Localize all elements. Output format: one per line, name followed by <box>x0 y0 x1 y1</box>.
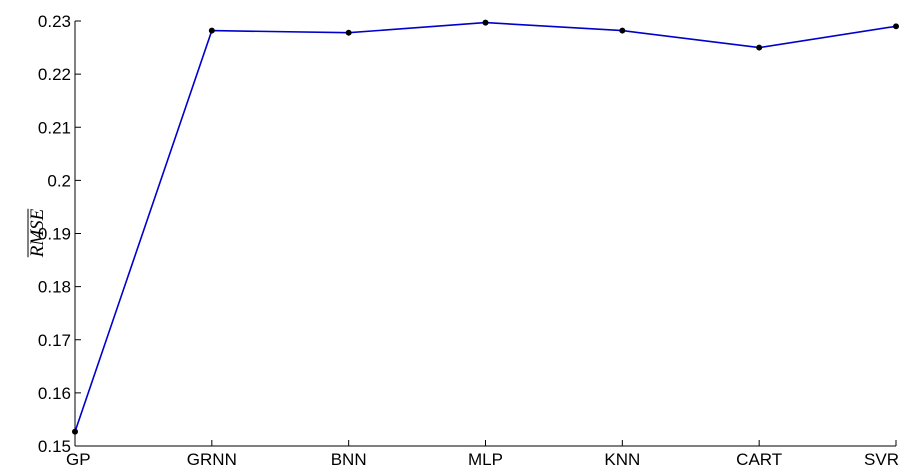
series-line <box>74 21 897 432</box>
y-tick-label: 0.2 <box>47 171 71 190</box>
y-tick-label: 0.17 <box>38 331 71 350</box>
y-tick-label: 0.15 <box>38 437 71 456</box>
plot-area <box>74 21 896 447</box>
x-axis-ticks: GP GRNN BNN MLP KNN CART SVR <box>66 440 899 469</box>
y-axis-ticks: 0.15 0.16 0.17 0.18 0.19 0.2 0.21 0.22 0.23 <box>38 12 81 456</box>
series-layer <box>72 19 900 435</box>
data-point <box>345 29 352 36</box>
x-tick-label: SVR <box>864 450 899 469</box>
data-point <box>208 27 215 34</box>
y-tick-label: 0.22 <box>38 65 71 84</box>
x-tick-label: MLP <box>468 450 503 469</box>
x-tick-label: KNN <box>604 450 640 469</box>
data-point <box>756 44 763 51</box>
y-axis-label: RMSE <box>27 208 48 258</box>
data-point <box>482 19 489 26</box>
x-tick-label: GRNN <box>187 450 237 469</box>
data-point <box>893 23 900 30</box>
data-point <box>72 428 79 435</box>
x-tick-label: BNN <box>331 450 367 469</box>
y-tick-label: 0.18 <box>38 278 71 297</box>
y-tick-label: 0.19 <box>38 225 71 244</box>
x-tick-label: CART <box>736 450 782 469</box>
x-tick-label: GP <box>66 450 91 469</box>
y-tick-label: 0.21 <box>38 118 71 137</box>
data-point <box>619 27 626 34</box>
y-tick-label: 0.23 <box>38 12 71 31</box>
y-tick-label: 0.16 <box>38 384 71 403</box>
y-axis-title: RMSE <box>27 208 48 258</box>
